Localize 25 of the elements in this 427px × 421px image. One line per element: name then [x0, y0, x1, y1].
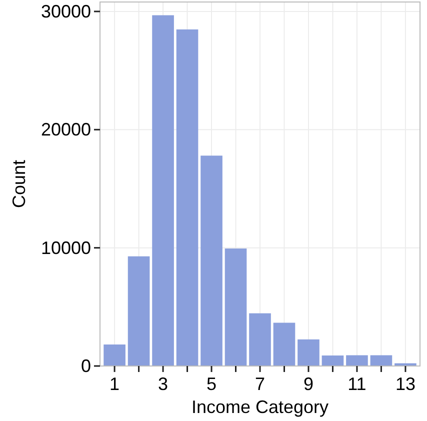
y-axis-title: Count	[9, 160, 29, 208]
bar	[104, 344, 126, 366]
bar	[298, 339, 320, 366]
x-tick-label: 3	[158, 374, 168, 394]
bar	[249, 313, 271, 366]
y-tick-label: 0	[80, 356, 91, 376]
x-tick-label: 9	[303, 374, 314, 394]
y-tick-label: 10000	[40, 238, 91, 258]
bar	[273, 322, 296, 366]
bar	[200, 156, 222, 366]
bar	[152, 15, 174, 366]
x-tick-label: 7	[254, 374, 266, 394]
x-tick-label: 1	[110, 374, 120, 394]
x-tick-label: 13	[395, 374, 416, 394]
bar	[322, 355, 344, 366]
bar	[176, 29, 198, 366]
bar	[224, 248, 247, 366]
x-tick-label: 11	[348, 374, 366, 394]
bar	[370, 355, 392, 366]
bar	[346, 355, 368, 366]
y-tick-label: 30000	[40, 1, 91, 22]
x-axis-title: Income Category	[191, 397, 329, 417]
x-tick-label: 5	[206, 374, 217, 394]
y-tick-label: 20000	[40, 120, 91, 140]
bar	[128, 256, 150, 366]
